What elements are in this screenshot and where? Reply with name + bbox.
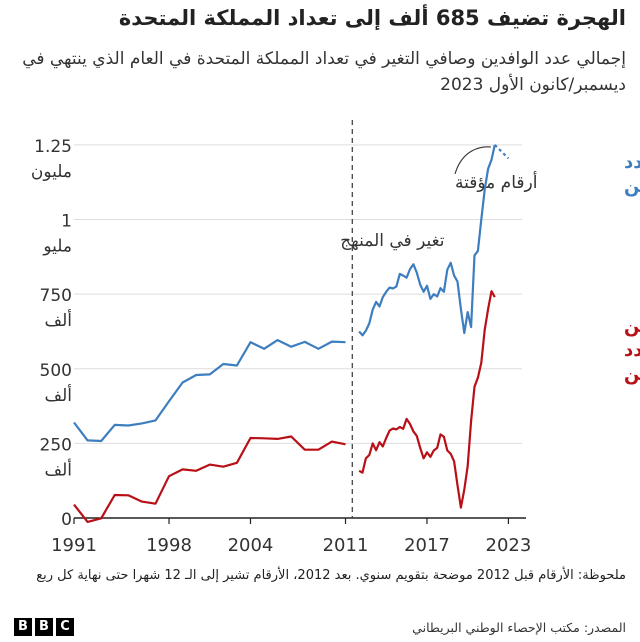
chart-note: ملحوظة: الأرقام قبل 2012 موضحة بتقويم سن… [36,568,626,583]
y-tick-unit: ألف [44,309,72,331]
series-label-immigration: إجمال عدد [624,152,640,173]
chart-source: المصدر: مكتب الإحصاء الوطني البريطاني [412,620,626,635]
series-label-net: ناقص عدد [624,340,640,361]
x-tick-label: 2004 [228,535,274,556]
x-tick-label: 1998 [146,535,192,556]
series-lines [73,144,510,523]
annotations: تغير في المنهج أرقام مؤقتة [340,120,537,518]
method-change-label: تغير في المنهج [340,231,444,251]
y-tick-unit: ألف [44,458,72,480]
logo-letter: B [35,618,53,636]
series-projection-immigration [494,144,510,160]
y-tick-label: 1 [61,212,72,232]
series-line-net [73,435,346,523]
y-axis: 0 250 ألف 500 ألف 750 ألف 1 مليو 1.25 مليون [31,137,72,530]
x-axis: 1991 1998 2004 2011 2017 2023 [51,517,532,556]
y-tick-unit: مليو [42,237,72,257]
series-line-immigration [358,144,496,337]
x-tick-label: 1991 [51,535,97,556]
series-label-immigration: الوافدين [624,176,640,197]
logo-letter: C [56,618,74,636]
y-tick-unit: مليون [31,162,72,182]
y-tick-label: 500 [40,361,72,381]
provisional-arrow [454,146,491,175]
x-tick-label: 2023 [486,535,532,556]
series-line-net [358,290,496,509]
y-tick-label: 0 [61,510,72,530]
y-tick-label: 1.25 [34,137,72,157]
series-labels: إجمال عدد الوافدين عدد الوافدين ناقص عدد الخ… [624,152,640,385]
provisional-label: أرقام مؤقتة [455,171,537,193]
series-label-net: الخارجين [624,364,640,385]
y-tick-unit: ألف [44,384,72,406]
series-line-immigration [73,339,346,443]
logo-letter: B [14,618,32,636]
y-tick-label: 250 [40,435,72,455]
y-tick-label: 750 [40,286,72,306]
x-tick-label: 2011 [323,535,369,556]
chart-title: الهجرة تضيف 685 ألف إلى تعداد المملكة ال… [118,6,626,30]
chart-subtitle: إجمالي عدد الوافدين وصافي التغير في تعدا… [22,49,626,95]
x-tick-label: 2017 [404,535,450,556]
bbc-logo: B B C [14,618,74,636]
series-label-net: عدد الوافدين [624,316,640,337]
